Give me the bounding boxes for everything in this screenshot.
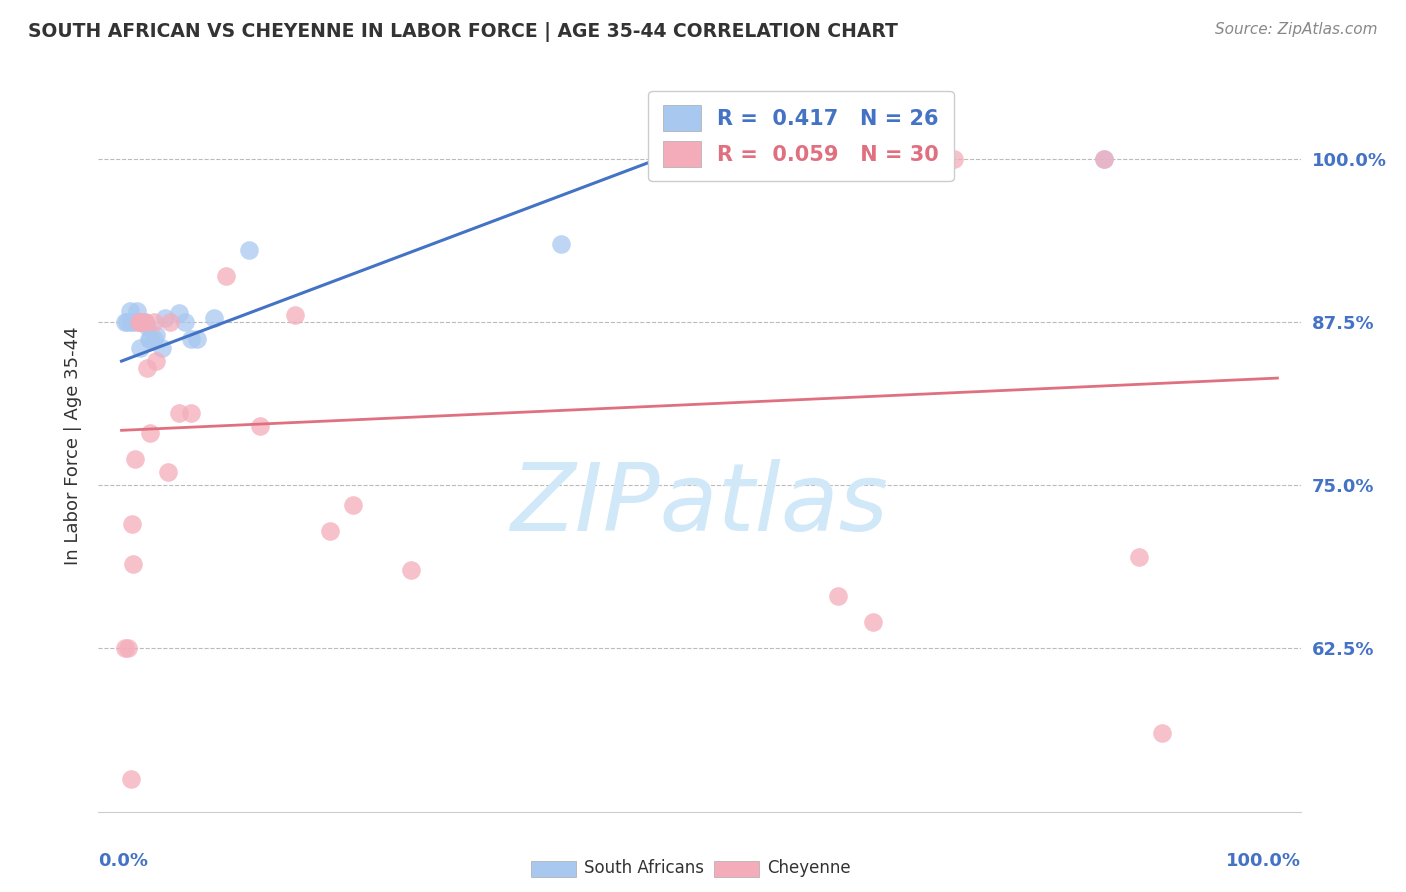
Point (134, 315, 156, 329)
Point (142, 315, 165, 329)
Point (186, 332, 208, 346)
Text: ZIPatlas: ZIPatlas (510, 459, 889, 550)
Point (862, 615, 884, 630)
Point (122, 315, 145, 329)
Point (139, 425, 162, 440)
Point (136, 318, 159, 333)
Point (145, 328, 167, 343)
Point (131, 315, 153, 329)
Point (117, 315, 139, 329)
Legend: R =  0.417   N = 26, R =  0.059   N = 30: R = 0.417 N = 26, R = 0.059 N = 30 (648, 91, 953, 181)
Point (142, 332, 165, 346)
Point (124, 452, 146, 467)
Point (128, 315, 150, 329)
Point (121, 517, 143, 532)
Point (122, 557, 145, 571)
Point (120, 315, 142, 329)
Point (129, 315, 152, 329)
Point (114, 641, 136, 656)
Point (202, 311, 225, 326)
Point (399, 563, 422, 577)
Y-axis label: In Labor Force | Age 35-44: In Labor Force | Age 35-44 (63, 326, 82, 566)
Point (1128, 549, 1150, 564)
Point (284, 309, 307, 323)
Point (238, 243, 260, 257)
Point (827, 589, 849, 603)
Point (174, 315, 197, 329)
Point (249, 419, 271, 434)
Point (131, 315, 153, 329)
Point (1092, 152, 1115, 166)
Point (838, 152, 860, 166)
Point (129, 341, 152, 355)
Point (214, 269, 236, 284)
Point (342, 498, 364, 512)
Text: SOUTH AFRICAN VS CHEYENNE IN LABOR FORCE | AGE 35-44 CORRELATION CHART: SOUTH AFRICAN VS CHEYENNE IN LABOR FORCE… (28, 22, 898, 42)
Point (169, 406, 191, 420)
Point (150, 341, 173, 355)
Point (114, 315, 136, 329)
Point (156, 465, 179, 479)
Point (118, 304, 141, 318)
Point (138, 332, 160, 346)
Text: 0.0%: 0.0% (98, 852, 149, 870)
Point (125, 304, 148, 318)
Point (180, 406, 202, 420)
Point (169, 306, 191, 320)
Point (318, 524, 340, 538)
Point (1150, 726, 1173, 740)
Point (145, 354, 167, 368)
Text: 100.0%: 100.0% (1226, 852, 1301, 870)
Point (120, 772, 142, 786)
Point (117, 641, 139, 656)
Point (159, 315, 181, 329)
Point (136, 360, 159, 375)
Text: South Africans: South Africans (585, 859, 704, 877)
Point (942, 152, 965, 166)
Point (155, 311, 177, 326)
Point (139, 332, 162, 346)
Text: Cheyenne: Cheyenne (768, 859, 851, 877)
Point (180, 332, 202, 346)
Point (550, 236, 572, 251)
Point (134, 315, 156, 329)
Point (127, 315, 149, 329)
Point (1092, 152, 1115, 166)
Text: Source: ZipAtlas.com: Source: ZipAtlas.com (1215, 22, 1378, 37)
